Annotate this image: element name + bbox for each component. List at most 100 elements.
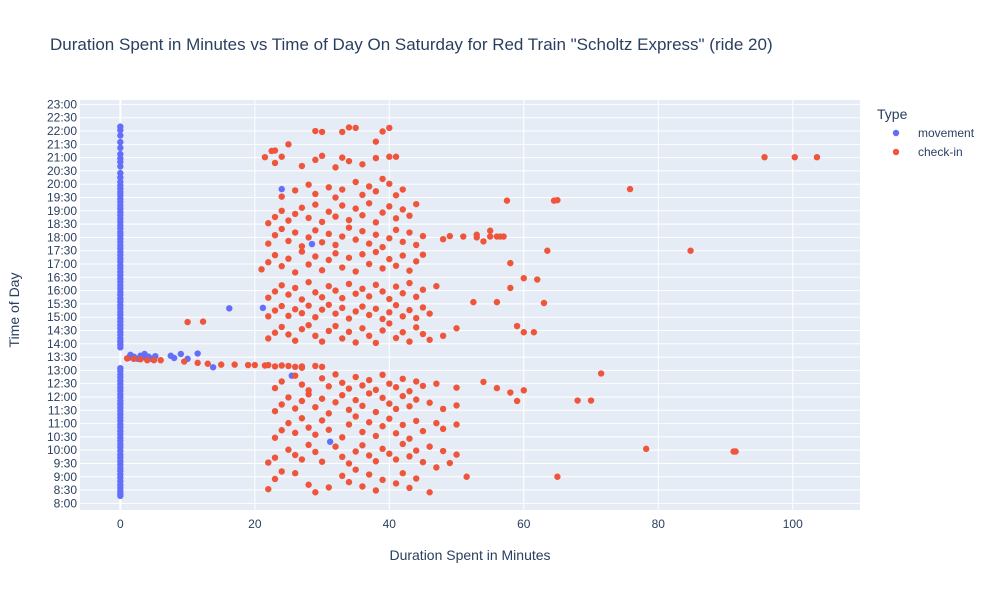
point-check-in[interactable] bbox=[325, 230, 332, 238]
point-check-in[interactable] bbox=[339, 294, 346, 302]
point-check-in[interactable] bbox=[325, 484, 332, 491]
point-check-in[interactable] bbox=[318, 267, 326, 274]
point-movement[interactable] bbox=[326, 438, 334, 445]
point-check-in[interactable] bbox=[271, 251, 279, 259]
point-check-in[interactable] bbox=[419, 232, 427, 240]
point-check-in[interactable] bbox=[433, 419, 440, 427]
point-check-in[interactable] bbox=[305, 321, 312, 329]
point-check-in[interactable] bbox=[345, 406, 353, 414]
point-check-in[interactable] bbox=[392, 153, 400, 160]
point-check-in[interactable] bbox=[460, 233, 467, 240]
point-check-in[interactable] bbox=[345, 328, 353, 336]
point-check-in[interactable] bbox=[318, 218, 326, 226]
point-check-in[interactable] bbox=[298, 243, 306, 250]
point-check-in[interactable] bbox=[271, 159, 279, 167]
point-check-in[interactable] bbox=[406, 403, 413, 410]
point-check-in[interactable] bbox=[312, 190, 319, 198]
point-check-in[interactable] bbox=[285, 419, 292, 427]
point-check-in[interactable] bbox=[278, 302, 285, 310]
point-check-in[interactable] bbox=[392, 283, 400, 290]
point-check-in[interactable] bbox=[399, 392, 406, 400]
point-check-in[interactable] bbox=[379, 476, 386, 484]
point-check-in[interactable] bbox=[392, 384, 400, 391]
point-check-in[interactable] bbox=[312, 431, 319, 438]
point-check-in[interactable] bbox=[732, 448, 739, 455]
point-check-in[interactable] bbox=[150, 356, 158, 364]
point-check-in[interactable] bbox=[298, 381, 306, 388]
point-check-in[interactable] bbox=[574, 397, 581, 404]
point-check-in[interactable] bbox=[265, 220, 272, 227]
point-check-in[interactable] bbox=[486, 233, 494, 240]
point-check-in[interactable] bbox=[352, 308, 359, 315]
point-check-in[interactable] bbox=[365, 452, 373, 459]
point-check-in[interactable] bbox=[453, 421, 460, 428]
point-check-in[interactable] bbox=[123, 355, 131, 362]
point-check-in[interactable] bbox=[345, 421, 353, 428]
point-check-in[interactable] bbox=[312, 127, 319, 135]
point-check-in[interactable] bbox=[181, 358, 188, 365]
point-check-in[interactable] bbox=[278, 263, 285, 270]
point-check-in[interactable] bbox=[285, 394, 292, 401]
point-check-in[interactable] bbox=[486, 227, 494, 234]
point-check-in[interactable] bbox=[345, 460, 353, 467]
point-check-in[interactable] bbox=[332, 164, 339, 171]
point-check-in[interactable] bbox=[298, 162, 306, 170]
point-check-in[interactable] bbox=[359, 212, 366, 219]
point-check-in[interactable] bbox=[520, 274, 527, 282]
point-check-in[interactable] bbox=[372, 386, 380, 394]
point-check-in[interactable] bbox=[379, 327, 386, 334]
point-check-in[interactable] bbox=[305, 302, 312, 309]
point-check-in[interactable] bbox=[379, 315, 386, 323]
point-check-in[interactable] bbox=[318, 417, 326, 424]
point-check-in[interactable] bbox=[419, 330, 427, 338]
point-check-in[interactable] bbox=[544, 247, 551, 254]
point-check-in[interactable] bbox=[365, 200, 373, 207]
point-check-in[interactable] bbox=[339, 335, 346, 342]
point-check-in[interactable] bbox=[271, 454, 279, 461]
point-check-in[interactable] bbox=[325, 426, 332, 433]
point-check-in[interactable] bbox=[312, 201, 319, 208]
point-check-in[interactable] bbox=[318, 363, 326, 371]
point-check-in[interactable] bbox=[271, 384, 279, 392]
point-check-in[interactable] bbox=[386, 400, 393, 407]
point-check-in[interactable] bbox=[386, 203, 393, 210]
point-check-in[interactable] bbox=[530, 329, 538, 336]
point-check-in[interactable] bbox=[204, 360, 211, 367]
point-movement[interactable] bbox=[117, 144, 124, 152]
point-check-in[interactable] bbox=[278, 401, 285, 408]
point-check-in[interactable] bbox=[413, 324, 420, 331]
point-check-in[interactable] bbox=[453, 402, 460, 409]
point-check-in[interactable] bbox=[325, 383, 332, 390]
point-check-in[interactable] bbox=[413, 378, 420, 385]
point-check-in[interactable] bbox=[271, 213, 279, 221]
point-check-in[interactable] bbox=[493, 384, 501, 392]
point-check-in[interactable] bbox=[359, 382, 366, 389]
point-check-in[interactable] bbox=[325, 301, 332, 308]
point-check-in[interactable] bbox=[386, 295, 393, 303]
point-check-in[interactable] bbox=[379, 128, 386, 135]
point-check-in[interactable] bbox=[318, 128, 326, 136]
point-check-in[interactable] bbox=[399, 313, 406, 320]
point-check-in[interactable] bbox=[480, 238, 487, 245]
point-check-in[interactable] bbox=[419, 304, 427, 311]
point-check-in[interactable] bbox=[365, 311, 373, 319]
point-check-in[interactable] bbox=[332, 287, 339, 294]
point-check-in[interactable] bbox=[372, 458, 380, 465]
point-check-in[interactable] bbox=[271, 307, 279, 314]
point-check-in[interactable] bbox=[386, 180, 393, 187]
point-movement[interactable] bbox=[278, 185, 285, 193]
point-check-in[interactable] bbox=[298, 364, 306, 371]
point-check-in[interactable] bbox=[345, 385, 353, 392]
point-check-in[interactable] bbox=[332, 194, 339, 201]
point-check-in[interactable] bbox=[218, 361, 225, 368]
point-movement[interactable] bbox=[194, 350, 201, 357]
point-check-in[interactable] bbox=[419, 286, 427, 293]
point-movement[interactable] bbox=[117, 138, 124, 146]
point-check-in[interactable] bbox=[359, 303, 366, 310]
point-check-in[interactable] bbox=[305, 441, 312, 449]
point-check-in[interactable] bbox=[339, 379, 346, 386]
point-check-in[interactable] bbox=[278, 153, 285, 160]
point-check-in[interactable] bbox=[298, 204, 306, 211]
point-check-in[interactable] bbox=[392, 334, 400, 342]
point-check-in[interactable] bbox=[365, 419, 373, 426]
